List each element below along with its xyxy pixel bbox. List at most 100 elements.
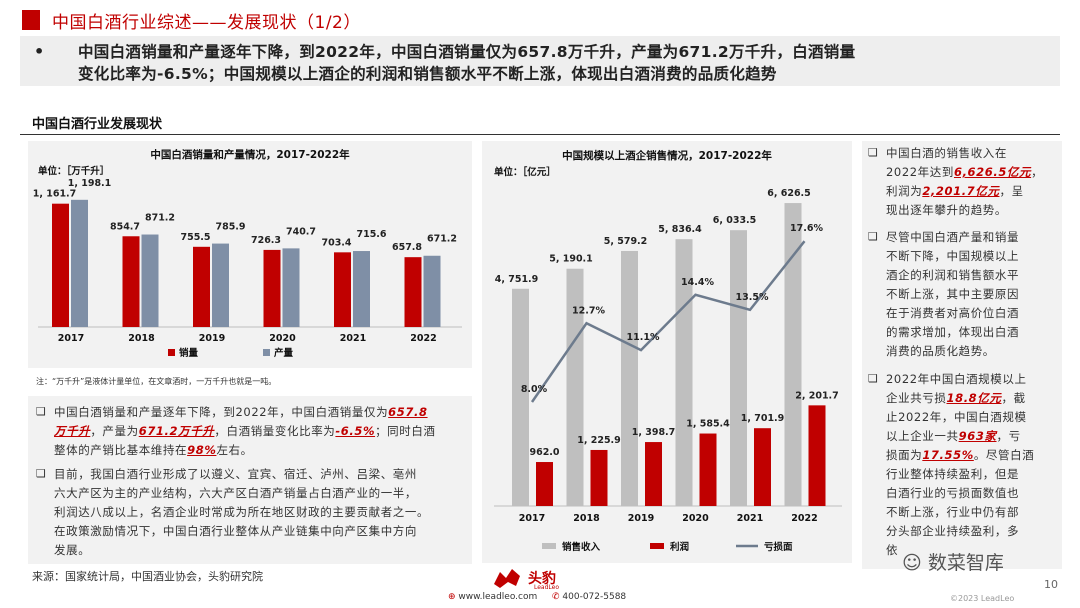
highlight-profit: 2,201.7亿元: [922, 184, 1000, 198]
left-p2-line2: 六大产区为主的产业结构，六大产区白酒产销量占白酒产业的一半，: [54, 486, 417, 500]
checkbox-icon: ❑: [36, 467, 46, 480]
data-label-sales-2020: 726.3: [251, 235, 281, 246]
chart2-legend-profit: 利润: [669, 541, 689, 553]
title-accent-block: [22, 10, 40, 30]
loss-ratio-label-2021: 13.5%: [736, 292, 769, 303]
section-divider: [20, 134, 1060, 135]
sales-production-chart: 中国白酒销量和产量情况，2017-2022年 单位：［万千升］ 1, 161.7…: [28, 141, 472, 368]
right-b3-line9: 分头部企业持续盈利，多: [886, 524, 1020, 538]
highlight-loss-ratio: 17.55%: [922, 448, 974, 462]
x-tick-2017: 2017: [58, 333, 84, 344]
bar-sales-2019: [193, 246, 210, 327]
bar-profit-2022: [808, 405, 826, 506]
data-label-revenue-2018: 5, 190.1: [549, 254, 593, 265]
data-label-sales-2017: 1, 161.7: [33, 189, 77, 200]
left-p2-line3: 利润达八成以上，名酒企业时常成为所在地区财政的主要贡献者之一。: [54, 505, 430, 519]
bar-sales-2017: [52, 203, 69, 327]
summary-line-2: 变化比率为-6.5%；中国规模以上酒企的利润和销售额水平不断上涨，体现出白酒消费…: [78, 65, 777, 83]
checkbox-icon: ❑: [868, 146, 878, 159]
right-b2-line1: 尽管中国白酒产量和销量: [886, 230, 1020, 244]
phone-icon: ✆: [552, 592, 563, 602]
bar-revenue-2019: [621, 250, 638, 506]
right-b3-line2: 企业共亏损18.8亿元，截: [886, 391, 1026, 405]
bar-production-2022: [423, 255, 441, 327]
chart1-legend-swatch-sales: [168, 349, 175, 356]
checkbox-icon: ❑: [868, 372, 878, 385]
checkbox-icon: ❑: [36, 405, 46, 418]
section-title: 中国白酒行业发展现状: [32, 117, 163, 132]
right-b2-line7: 消费的品质化趋势。: [886, 344, 995, 358]
bar-sales-2021: [334, 252, 351, 327]
bar-profit-2018: [590, 449, 608, 506]
left-p1-line2: 万千升，产量为671.2万千升，白酒销量变化比率为-6.5%；同时白酒: [54, 424, 436, 438]
bar-revenue-2017: [512, 288, 529, 506]
bar-revenue-2018: [566, 268, 584, 506]
highlight-production-value: 671.2万千升: [138, 424, 215, 438]
bar-production-2017: [71, 199, 88, 327]
loss-ratio-line: [530, 240, 806, 403]
bar-revenue-2021: [730, 230, 747, 506]
bar-production-2021: [353, 251, 370, 327]
data-label-production-2021: 715.6: [356, 229, 386, 240]
bar-profit-2021: [754, 428, 771, 506]
logo-text: 头豹: [528, 571, 556, 587]
globe-icon: ⊕: [448, 592, 459, 602]
left-p1-line3: 整体的产销比基本维持在98%左右。: [54, 443, 253, 457]
bar-sales-2020: [263, 249, 281, 327]
loss-ratio-label-2017: 8.0%: [521, 384, 548, 395]
data-label-revenue-2020: 5, 836.4: [658, 224, 702, 235]
chart1-title: 中国白酒销量和产量情况，2017-2022年: [150, 148, 350, 161]
x-tick-2017: 2017: [519, 513, 545, 524]
highlight-loss-amount: 18.8亿元: [946, 391, 1002, 405]
chart-note: 注：“万千升”是液体计量单位，在文章酒时，一万千升也就是一吨。: [36, 377, 277, 386]
liquor-enterprise-sales-chart-svg: 中国规模以上酒企销售情况，2017-2022年 单位：［亿元］ 4, 751.9…: [494, 149, 842, 553]
x-tick-2019: 2019: [199, 333, 225, 344]
footer-website[interactable]: ⊕ www.leadleo.com: [448, 592, 538, 602]
loss-ratio-label-2020: 14.4%: [681, 277, 714, 288]
x-tick-2019: 2019: [628, 513, 654, 524]
right-b1-line2: 2022年达到6,626.5亿元，: [886, 165, 1044, 179]
chart1-legend-sales: 销量: [179, 347, 199, 359]
copyright: ©2023 LeadLeo: [950, 594, 1015, 603]
right-b3-line5: 损面为17.55%。尽管白酒: [886, 448, 1035, 462]
bar-profit-2017: [536, 462, 553, 506]
data-label-profit-2017: 962.0: [529, 447, 559, 458]
summary-bullet: •: [34, 42, 45, 61]
highlight-sales-unit: 万千升: [54, 424, 91, 438]
data-label-profit-2018: 1, 225.9: [577, 435, 621, 446]
loss-ratio-label-2018: 12.7%: [572, 305, 605, 316]
right-b2-line2: 不断下降，中国规模以上: [886, 249, 1020, 263]
right-b3-line10: 依: [886, 543, 899, 557]
chart2-title: 中国规模以上酒企销售情况，2017-2022年: [562, 149, 772, 162]
chart1-legend-production: 产量: [274, 347, 294, 359]
bar-production-2020: [282, 248, 300, 327]
bar-sales-2018: [122, 236, 140, 327]
highlight-change-rate: -6.5%: [335, 424, 376, 438]
right-text-box: ❑ 中国白酒的销售收入在 2022年达到6,626.5亿元， 利润为2,201.…: [862, 141, 1062, 569]
liquor-enterprise-sales-chart: 中国规模以上酒企销售情况，2017-2022年 单位：［亿元］ 4, 751.9…: [482, 141, 852, 563]
right-b1-line3: 利润为2,201.7亿元，呈: [886, 184, 1024, 198]
right-b3-line8: 不断上涨，行业中仍有部: [886, 505, 1020, 519]
data-label-revenue-2017: 4, 751.9: [495, 274, 539, 285]
data-label-production-2017: 1, 198.1: [68, 178, 112, 189]
bar-revenue-2022: [784, 203, 802, 506]
right-b2-line4: 不断上涨，其中主要原因: [886, 287, 1020, 301]
right-b3-line4: 以上企业一共963家，亏: [886, 429, 1021, 443]
chart2-unit: 单位：［亿元］: [494, 166, 556, 178]
right-b1-line4: 现出逐年攀升的趋势。: [886, 203, 1007, 217]
data-label-production-2018: 871.2: [145, 213, 175, 224]
loss-ratio-label-2022: 17.6%: [790, 223, 823, 234]
data-label-production-2019: 785.9: [215, 222, 245, 233]
bar-revenue-2020: [675, 239, 693, 506]
left-text-box: ❑ 中国白酒销量和产量逐年下降，到2022年，中国白酒销量仅为657.8 万千升…: [28, 396, 472, 564]
page-number: 10: [1044, 578, 1058, 591]
summary-line-1: 中国白酒销量和产量逐年下降，到2022年，中国白酒销量仅为657.8万千升，产量…: [78, 43, 856, 61]
highlight-ratio: 98%: [187, 443, 217, 457]
x-tick-2018: 2018: [128, 333, 155, 344]
data-label-revenue-2022: 6, 626.5: [767, 188, 811, 199]
chart1-unit: 单位：［万千升］: [38, 165, 109, 177]
chart2-legend-loss: 亏损面: [764, 541, 793, 553]
data-label-profit-2019: 1, 398.7: [632, 427, 676, 438]
chart2-legend-revenue: 销售收入: [562, 541, 601, 553]
right-b2-line5: 在于消费者对高价位白酒: [886, 306, 1020, 320]
